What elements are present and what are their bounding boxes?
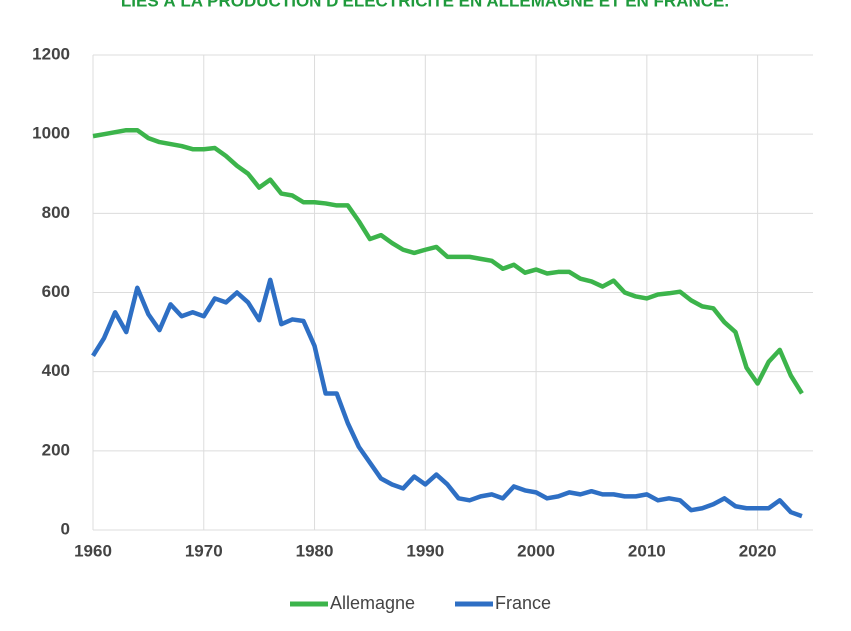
- y-tick-label: 1000: [32, 124, 70, 143]
- y-tick-label: 200: [42, 440, 70, 459]
- x-tick-label: 1960: [74, 541, 112, 560]
- legend-label: Allemagne: [330, 593, 415, 613]
- x-tick-label: 2000: [517, 541, 555, 560]
- line-series: [91, 277, 803, 519]
- y-tick-label: 800: [42, 203, 70, 222]
- y-tick-label: 600: [42, 282, 70, 301]
- y-tick-label: 400: [42, 361, 70, 380]
- chart-title: LIÉS À LA PRODUCTION D'ÉLECTRICITÉ EN AL…: [121, 0, 729, 10]
- x-tick-label: 1970: [185, 541, 223, 560]
- line-series: [92, 127, 804, 395]
- y-tick-label: 0: [61, 519, 70, 538]
- x-tick-label: 1990: [406, 541, 444, 560]
- x-tick-label: 2020: [739, 541, 777, 560]
- x-tick-label: 2010: [628, 541, 666, 560]
- legend-label: France: [495, 593, 551, 613]
- y-tick-label: 1200: [32, 44, 70, 63]
- x-tick-label: 1980: [296, 541, 334, 560]
